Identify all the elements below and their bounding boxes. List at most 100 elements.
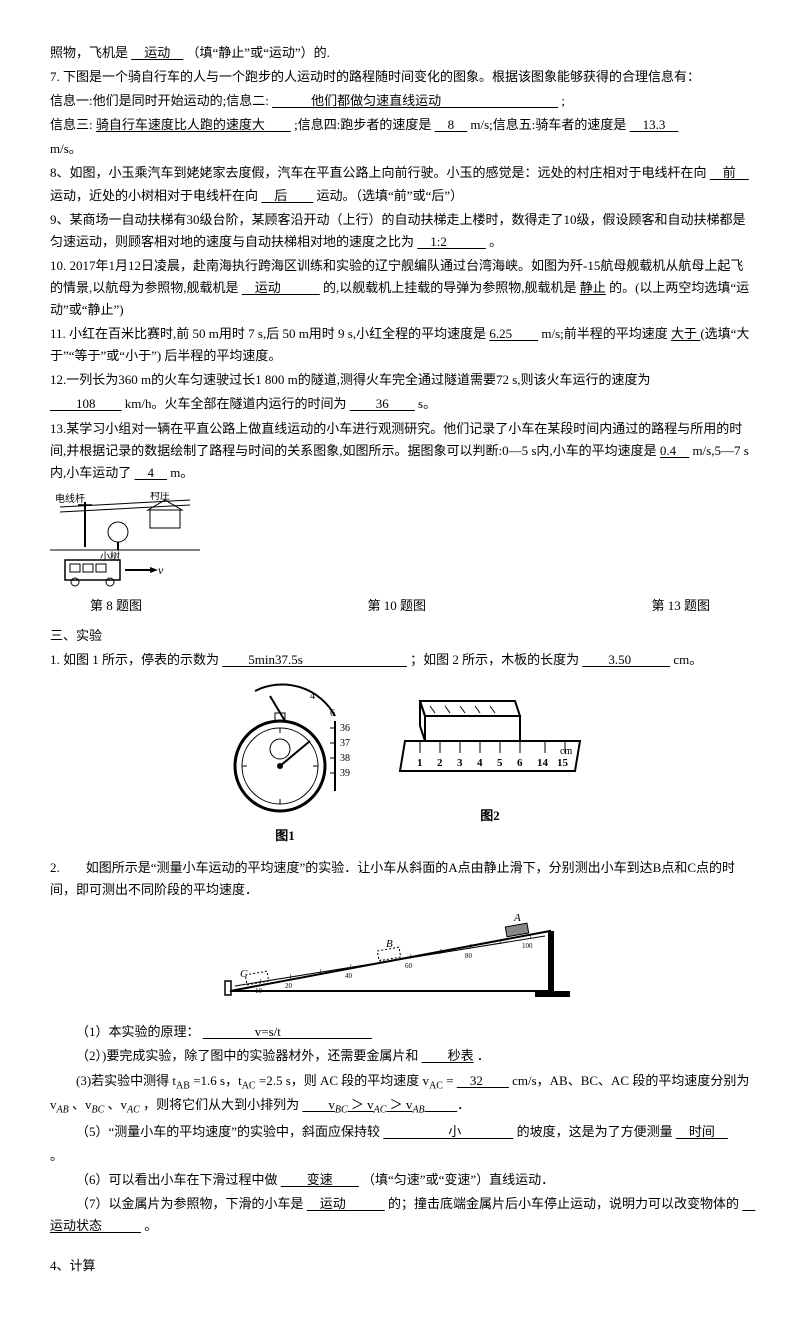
text: 1. 如图 1 所示，停表的示数为: [50, 652, 219, 667]
blank: 运动: [242, 280, 320, 295]
blank: vBC ＞ vAC ＞ vAB: [302, 1097, 457, 1112]
caption-q10: 第 10 题图: [367, 595, 426, 617]
text: 信息三:: [50, 117, 93, 132]
sub: BC: [91, 1105, 104, 1116]
text: ，则将它们从大到小排列为: [143, 1097, 299, 1112]
text: (3)若实验中测得 t: [76, 1073, 176, 1088]
blank: 3.50: [582, 652, 670, 667]
blank: 骑自行车速度比人跑的速度大: [96, 117, 291, 132]
svg-text:4: 4: [310, 691, 315, 702]
text: 的,以舰载机上挂载的导弹为参照物,舰载机是: [323, 280, 577, 295]
blank: 时间: [676, 1124, 728, 1139]
caption-q8: 第 8 题图: [90, 595, 142, 617]
q12-l2: 108 km/h。火车全部在隧道内运行的时间为 36 s。: [50, 393, 750, 415]
svg-text:14: 14: [537, 757, 549, 769]
q9: 9、某商场一自动扶梯有30级台阶，某顾客沿开动（上行）的自动扶梯走上楼时，数得走…: [50, 209, 750, 253]
e2-l1: 2. 如图所示是“测量小车运动的平均速度”的实验．让小车从斜面的A点由静止滑下，…: [50, 857, 750, 901]
q6-tail: 照物，飞机是 运动 （填“静止”或“运动”）的.: [50, 42, 750, 64]
text: m。: [170, 465, 193, 480]
e1-figures: 4 6 36 37 38 39: [50, 681, 750, 847]
text: （5）“测量小车的平均速度”的实验中，斜面应保持较: [76, 1124, 380, 1139]
text: （填“静止”或“运动”）的.: [187, 45, 330, 60]
q7-l1: 7. 下图是一个骑自行车的人与一个跑步的人运动时的路程随时间变化的图象。根据该图…: [50, 66, 750, 88]
text: 的；撞击底端金属片后小车停止运动，说明力可以改变物体的: [388, 1196, 739, 1211]
q11: 11. 小红在百米比赛时,前 50 m用时 7 s,后 50 m用时 9 s,小…: [50, 323, 750, 367]
svg-text:60: 60: [405, 962, 413, 970]
e2-period: 。: [50, 1145, 750, 1167]
text: （填“匀速”或“变速”）直线运动．: [362, 1172, 554, 1187]
blank: 大于: [671, 326, 700, 341]
svg-text:20: 20: [285, 982, 293, 990]
q8: 8、如图，小玉乘汽车到姥姥家去度假，汽车在平直公路上向前行驶。小玉的感觉是：远处…: [50, 162, 750, 206]
blank: 秒表: [422, 1048, 474, 1063]
q7-l3: 信息三: 骑自行车速度比人跑的速度大 ;信息四:跑步者的速度是 8 m/s;信息…: [50, 114, 750, 136]
svg-text:38: 38: [340, 753, 350, 764]
blank: 8: [435, 117, 468, 132]
figure-captions: 第 8 题图 第 10 题图 第 13 题图: [50, 595, 750, 617]
e2-p7: （7）以金属片为参照物，下滑的小车是 运动 的；撞击底端金属片后小车停止运动，说…: [50, 1193, 750, 1237]
svg-text:cm: cm: [560, 746, 572, 757]
e2-p6: （6）可以看出小车在下滑过程中做 变速 （填“匀速”或“变速”）直线运动．: [50, 1169, 750, 1191]
text: ;: [561, 93, 565, 108]
text: =2.5 s，则 AC 段的平均速度 v: [259, 1073, 429, 1088]
sub: AC: [127, 1105, 140, 1116]
q12-l1: 12.一列长为360 m的火车匀速驶过长1 800 m的隧道,测得火车完全通过隧…: [50, 369, 750, 391]
text: km/h。火车全部在隧道内运行的时间为: [125, 396, 347, 411]
e2-p1: （1）本实验的原理： v=s/t: [50, 1021, 750, 1043]
e1: 1. 如图 1 所示，停表的示数为 5min37.5s ；如图 2 所示，木板的…: [50, 649, 750, 671]
section4-heading: 4、计算: [50, 1255, 750, 1277]
text: =: [446, 1073, 453, 1088]
blank: 运动: [131, 45, 183, 60]
svg-text:40: 40: [345, 972, 353, 980]
ramp-figure: 10 20 40 60 80 100 A B C: [50, 911, 750, 1011]
e2-p3: (3)若实验中测得 tAB =1.6 s，tAC =2.5 s，则 AC 段的平…: [50, 1070, 750, 1119]
sub: AC: [242, 1080, 256, 1091]
text: （7）以金属片为参照物，下滑的小车是: [76, 1196, 304, 1211]
text: =1.6 s，t: [193, 1073, 242, 1088]
svg-text:6: 6: [517, 757, 523, 769]
svg-text:3: 3: [457, 757, 463, 769]
svg-text:电线杆: 电线杆: [55, 492, 85, 505]
text: （6）可以看出小车在下滑过程中做: [76, 1172, 278, 1187]
text: 运动。（选填“前”或“后”）: [317, 188, 464, 203]
blank: 13.3: [630, 117, 679, 132]
svg-text:37: 37: [340, 738, 350, 749]
q10: 10. 2017年1月12日凌晨，赴南海执行跨海区训练和实验的辽宁舰编队通过台湾…: [50, 255, 750, 321]
e2-p2: （2）)要完成实验，除了图中的实验器材外，还需要金属片和 秒表 ．: [50, 1045, 750, 1067]
text: 13.某学习小组对一辆在平直公路上做直线运动的小车进行观测研究。他们记录了小车在…: [50, 421, 742, 458]
svg-text:15: 15: [557, 757, 569, 769]
text: m/s;前半程的平均速度: [541, 326, 667, 341]
blank: 4: [135, 465, 168, 480]
svg-text:100: 100: [522, 942, 533, 950]
text: 9、某商场一自动扶梯有30级台阶，某顾客沿开动（上行）的自动扶梯走上楼时，数得走…: [50, 212, 746, 249]
svg-text:v: v: [158, 563, 164, 577]
fig1-label: 图1: [215, 825, 355, 847]
section3-heading: 三、实验: [50, 625, 750, 647]
ruler-figure: 1 2 3 4 5 6 14 15 cm 图2: [395, 681, 585, 847]
blank: 108: [50, 396, 122, 411]
svg-text:4: 4: [477, 757, 483, 769]
svg-text:1: 1: [417, 757, 423, 769]
blank: 1:2: [417, 234, 486, 249]
blank: 0.4: [660, 443, 689, 458]
caption-q13: 第 13 题图: [651, 595, 710, 617]
text: ．: [477, 1048, 490, 1063]
q8-figure: 电线杆 村庄 小树 v: [50, 492, 200, 587]
blank: 后: [261, 188, 313, 203]
text: ．: [457, 1097, 470, 1112]
svg-text:小树: 小树: [100, 550, 120, 563]
text: 、v: [108, 1097, 128, 1112]
text: 的坡度，这是为了方便测量: [517, 1124, 673, 1139]
text: m/s;信息五:骑车者的速度是: [470, 117, 626, 132]
q7-l4: m/s。: [50, 138, 750, 160]
svg-text:A: A: [513, 912, 521, 924]
text: 运动，近处的小树相对于电线杆在向: [50, 188, 258, 203]
fig2-label: 图2: [395, 805, 585, 827]
text: cm。: [673, 652, 702, 667]
text: 。: [489, 234, 502, 249]
sub: AC: [429, 1080, 443, 1091]
blank: 5min37.5s: [222, 652, 407, 667]
text: ;信息四:跑步者的速度是: [294, 117, 431, 132]
svg-text:36: 36: [340, 723, 350, 734]
svg-text:39: 39: [340, 768, 350, 779]
